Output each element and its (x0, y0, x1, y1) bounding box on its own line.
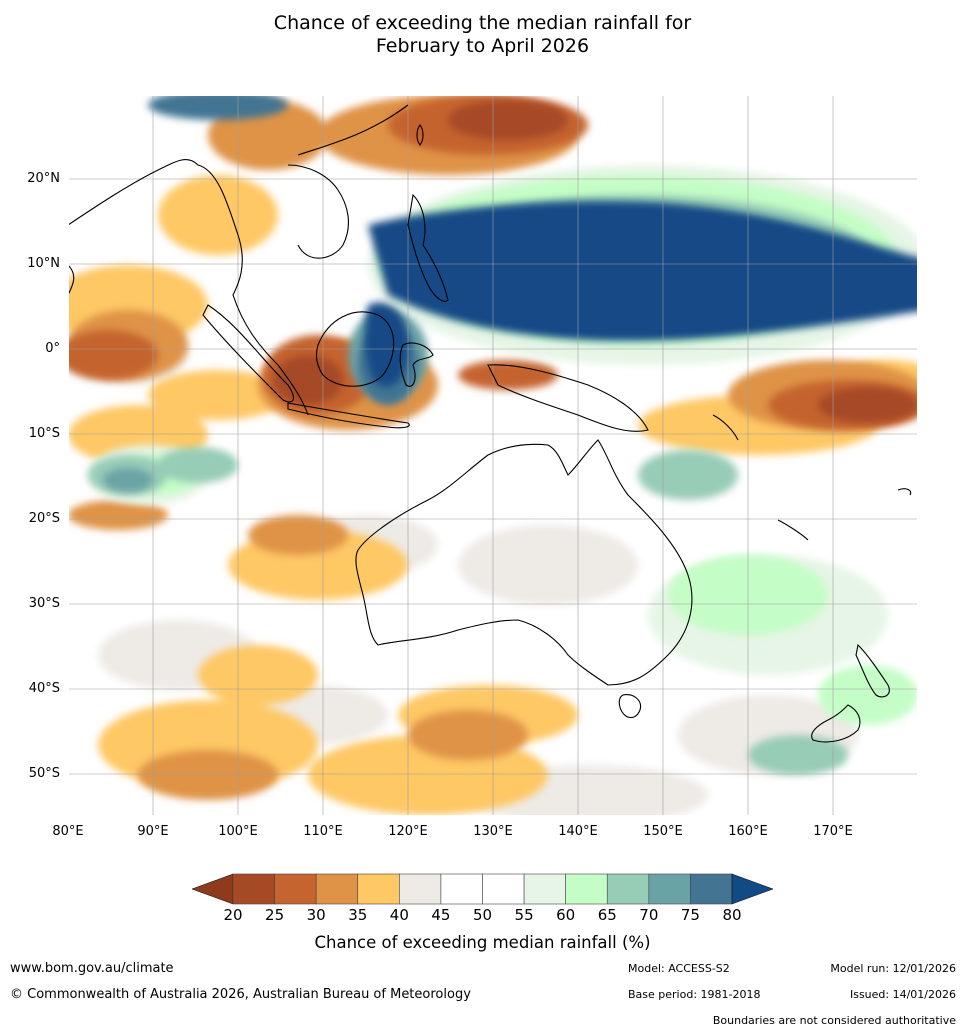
coastline-borneo (315, 311, 395, 387)
colorbar-tick-60: 60 (556, 906, 576, 924)
lon-label-120e: 120°E (388, 824, 428, 839)
coastline-fiji (897, 488, 912, 496)
coastline-nz-north (855, 643, 890, 698)
colorbar-bin-40-45 (399, 873, 442, 905)
boundary-disclaimer: Boundaries are not considered authoritat… (712, 1014, 956, 1027)
coastline-indochina (287, 164, 349, 259)
map-canvas (68, 95, 918, 816)
colorbar-bin-25-30 (274, 873, 317, 905)
colorbar-bin-60-65 (565, 873, 608, 905)
lon-label-160e: 160°E (728, 824, 768, 839)
lon-label-150e: 150°E (643, 824, 683, 839)
coastline-java (287, 402, 410, 429)
base-period: Base period: 1981-2018 (628, 988, 761, 1001)
probability-patches-20-25 (273, 100, 918, 423)
website-link[interactable]: www.bom.gov.au/climate (10, 961, 174, 976)
colorbar-bin-75-80 (690, 873, 733, 905)
coastline-new-guinea (487, 364, 649, 432)
coastline-taiwan (416, 124, 424, 146)
lat-label-50s: 50°S (28, 766, 60, 781)
lon-label-110e: 110°E (303, 824, 343, 839)
lat-label-10s: 10°S (28, 426, 60, 441)
coastline-china (297, 104, 409, 156)
lon-label-90e: 90°E (137, 824, 169, 839)
coastline-new-caledonia (777, 519, 809, 541)
lat-label-20s: 20°S (28, 511, 60, 526)
model-run-date: Model run: 12/01/2026 (830, 962, 956, 975)
colorbar-bin-35-40 (357, 873, 400, 905)
colorbar-bin-70-75 (648, 873, 691, 905)
lat-label-0: 0° (45, 341, 60, 356)
lon-label-140e: 140°E (558, 824, 598, 839)
coastline-sulawesi (399, 342, 434, 387)
colorbar-bin-65-70 (606, 873, 650, 905)
lat-label-40s: 40°S (28, 681, 60, 696)
lon-label-130e: 130°E (473, 824, 513, 839)
colorbar-low-arrow (191, 873, 234, 905)
lat-label-30s: 30°S (28, 596, 60, 611)
lon-label-80e: 80°E (52, 824, 84, 839)
coastline-asia (68, 159, 309, 416)
colorbar-tick-30: 30 (306, 906, 326, 924)
map-frame (68, 95, 918, 816)
colorbar-bin-45-50 (440, 873, 483, 905)
colorbar-tick-20: 20 (223, 906, 243, 924)
lon-label-170e: 170°E (813, 824, 853, 839)
coastline-nz-south (811, 704, 861, 743)
colorbar-tick-55: 55 (514, 906, 534, 924)
colorbar-tick-70: 70 (639, 906, 659, 924)
colorbar-tick-25: 25 (265, 906, 285, 924)
copyright-text: © Commonwealth of Australia 2026, Austra… (10, 987, 471, 1002)
colorbar-bin-55-60 (523, 873, 566, 905)
colorbar-tick-80: 80 (722, 906, 742, 924)
coastline-sumatra (202, 304, 294, 403)
lon-label-100e: 100°E (218, 824, 258, 839)
colorbar-bin-30-35 (315, 873, 359, 905)
colorbar (191, 873, 774, 905)
model-name: Model: ACCESS-S2 (628, 962, 730, 975)
colorbar-tick-40: 40 (389, 906, 409, 924)
lat-label-20n: 20°N (27, 171, 60, 186)
chart-title-line2: February to April 2026 (375, 35, 590, 57)
probability-patches-80-plus (364, 201, 918, 387)
graticule (68, 95, 918, 816)
coastline-tasmania (618, 694, 642, 719)
issued-date: Issued: 14/01/2026 (849, 988, 956, 1001)
colorbar-tick-45: 45 (431, 906, 451, 924)
colorbar-bins (232, 873, 733, 905)
colorbar-label: Chance of exceeding median rainfall (%) (314, 933, 651, 952)
rainfall-map (68, 95, 918, 816)
colorbar-high-arrow (731, 873, 774, 905)
colorbar-bin-20-25 (232, 873, 275, 905)
colorbar-tick-35: 35 (348, 906, 368, 924)
chart-title-line1: Chance of exceeding the median rainfall … (273, 12, 692, 34)
coastline-philippines (407, 193, 449, 302)
coastlines (68, 104, 912, 743)
colorbar-tick-75: 75 (680, 906, 700, 924)
coastline-solomon-islands (712, 414, 739, 441)
colorbar-bin-50-55 (482, 873, 525, 905)
coastline-australia (355, 439, 693, 686)
coastline-india (68, 264, 75, 296)
lat-label-10n: 10°N (27, 256, 60, 271)
colorbar-tick-65: 65 (597, 906, 617, 924)
colorbar-tick-50: 50 (472, 906, 493, 924)
